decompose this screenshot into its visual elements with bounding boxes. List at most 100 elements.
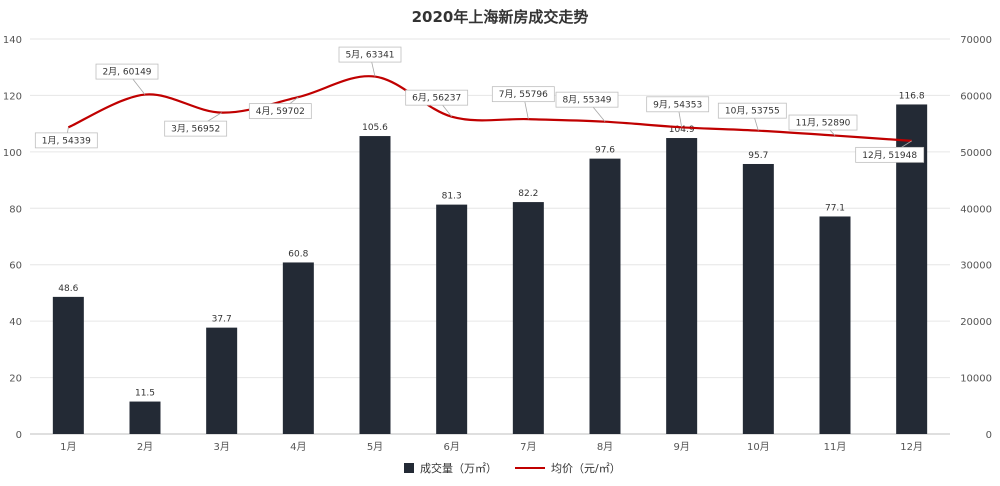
bar-value-label: 104.9	[669, 125, 695, 135]
legend-label-line: 均价（元/㎡）	[551, 462, 621, 475]
right-tick-label: 10000	[960, 374, 992, 385]
callout-box	[788, 114, 858, 131]
callout-label: 12月, 51948	[862, 150, 917, 161]
x-tick-label: 1月	[60, 441, 76, 453]
price-callout: 9月, 54353	[646, 96, 710, 128]
price-callout: 3月, 56952	[164, 112, 228, 137]
callout-label: 8月, 55349	[562, 95, 611, 106]
callout-label: 1月, 54339	[42, 135, 91, 146]
right-tick-label: 40000	[960, 204, 992, 215]
left-tick-label: 40	[9, 317, 22, 328]
price-callout: 6月, 56237	[405, 89, 469, 117]
legend: 成交量（万㎡） 均价（元/㎡）	[404, 461, 621, 475]
price-callout: 12月, 51948	[855, 140, 925, 163]
bar	[129, 401, 161, 434]
callout-box	[855, 146, 925, 163]
callout-box	[646, 96, 710, 113]
callout-box	[338, 46, 402, 63]
left-tick-label: 80	[9, 204, 22, 215]
callout-label: 6月, 56237	[412, 93, 461, 104]
callout-box	[164, 120, 228, 137]
legend-label-bar: 成交量（万㎡）	[420, 461, 497, 475]
x-tick-label: 6月	[443, 441, 459, 453]
bar-value-label: 97.6	[595, 146, 615, 156]
bar	[282, 262, 314, 434]
x-tick-label: 9月	[673, 441, 689, 453]
price-callout: 10月, 53755	[717, 102, 787, 131]
right-tick-label: 0	[986, 430, 992, 441]
bar-series	[52, 104, 928, 435]
callout-label: 3月, 56952	[171, 124, 220, 135]
callout-box	[555, 91, 619, 108]
bar-value-label: 81.3	[442, 192, 462, 202]
callout-label: 5月, 63341	[345, 50, 394, 61]
price-callout: 2月, 60149	[95, 63, 159, 95]
callout-box	[34, 132, 98, 149]
left-tick-label: 120	[3, 91, 22, 102]
bar	[436, 204, 468, 434]
bar	[206, 327, 238, 434]
callout-label: 7月, 55796	[499, 89, 548, 100]
price-line	[67, 75, 912, 142]
bar	[666, 138, 698, 434]
right-tick-label: 30000	[960, 261, 992, 272]
x-tick-label: 10月	[747, 441, 770, 453]
bar-value-label: 60.8	[288, 249, 308, 259]
callout-box	[717, 102, 787, 119]
bar-value-label: 11.5	[135, 389, 155, 399]
legend-swatch-bar	[404, 463, 414, 473]
price-callout: 1月, 54339	[34, 127, 98, 149]
bar	[589, 158, 621, 434]
x-axis-ticks: 1月 2月 3月 4月 5月 6月 7月 8月 9月 10月 11月 12月	[60, 441, 923, 453]
left-tick-label: 100	[3, 148, 22, 159]
bar	[52, 296, 84, 434]
callout-box	[491, 86, 555, 103]
callout-label: 4月, 59702	[256, 106, 305, 117]
callout-label: 10月, 53755	[725, 106, 780, 117]
price-callout: 5月, 63341	[338, 46, 402, 77]
x-tick-label: 3月	[213, 441, 229, 453]
left-axis-ticks: 0 20 40 60 80 100 120 140	[3, 35, 22, 441]
price-callout: 7月, 55796	[491, 86, 555, 120]
bar-value-label: 116.8	[899, 91, 925, 101]
x-tick-label: 11月	[824, 441, 847, 453]
left-tick-label: 140	[3, 35, 22, 46]
x-tick-label: 12月	[900, 441, 923, 453]
bar-value-label: 77.1	[825, 203, 845, 213]
left-tick-label: 60	[9, 261, 22, 272]
bar	[512, 202, 544, 434]
chart-title: 2020年上海新房成交走势	[412, 8, 589, 26]
bar	[359, 136, 391, 435]
callout-box	[248, 103, 312, 120]
gridlines	[30, 38, 950, 435]
x-tick-label: 7月	[520, 441, 536, 453]
callout-box	[95, 63, 159, 80]
right-tick-label: 50000	[960, 148, 992, 159]
left-tick-label: 20	[9, 374, 22, 385]
bar-value-label: 82.2	[518, 189, 538, 199]
bar	[742, 163, 774, 434]
callout-label: 9月, 54353	[653, 99, 702, 110]
price-callout: 11月, 52890	[788, 114, 858, 136]
bar-data-labels: 48.6 11.5 37.7 60.8 105.6 81.3 82.2 97.6 104.9 95…	[58, 91, 925, 398]
bar	[819, 216, 851, 434]
right-tick-label: 20000	[960, 317, 992, 328]
x-tick-label: 2月	[137, 441, 153, 453]
callout-box	[405, 89, 469, 106]
price-callout: 8月, 55349	[555, 91, 619, 122]
line-data-callouts: 1月, 54339 2月, 60149 3月, 56952 4月, 59702 5月, …	[34, 46, 925, 163]
bar-value-label: 95.7	[748, 151, 768, 161]
bar-value-label: 48.6	[58, 284, 78, 294]
left-tick-label: 0	[16, 430, 22, 441]
x-tick-label: 5月	[367, 441, 383, 453]
right-tick-label: 70000	[960, 35, 992, 46]
x-tick-label: 4月	[290, 441, 306, 453]
callout-label: 2月, 60149	[102, 67, 151, 78]
right-axis-ticks: 0 10000 20000 30000 40000 50000 60000 70000	[960, 35, 992, 441]
line-series	[67, 75, 912, 142]
bar-value-label: 105.6	[362, 123, 388, 133]
bar-value-label: 37.7	[212, 315, 232, 325]
price-callout: 4月, 59702	[248, 96, 312, 120]
x-tick-label: 8月	[597, 441, 613, 453]
